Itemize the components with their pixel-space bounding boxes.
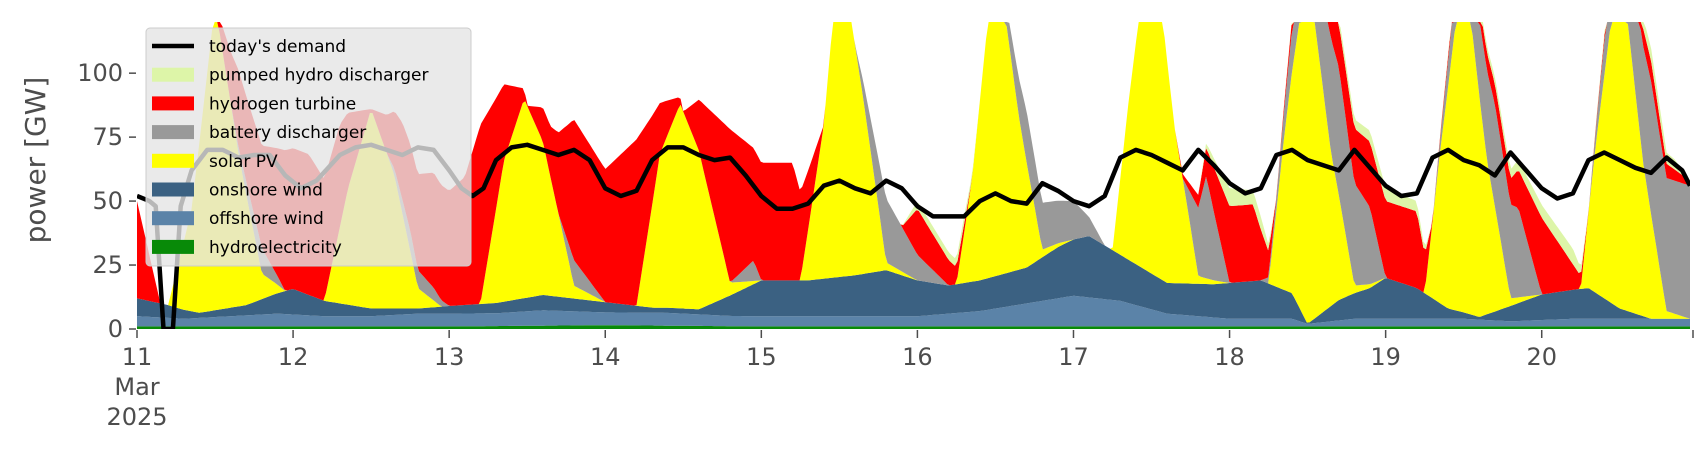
battery-discharger-area <box>137 22 1690 319</box>
offshore-wind-area <box>137 295 1690 327</box>
legend-swatch <box>152 182 194 197</box>
y-tick-label: 50 <box>92 187 123 215</box>
legend-label: hydroelectricity <box>209 238 342 258</box>
legend-swatch <box>152 211 194 226</box>
solar-pv-area <box>137 22 1690 323</box>
onshore-wind-area <box>137 236 1690 324</box>
y-tick-label: 75 <box>92 123 123 151</box>
x-tick-label: 13 <box>434 343 465 371</box>
hydrogen-turbine-area <box>137 22 1690 306</box>
legend-label: hydrogen turbine <box>209 94 356 114</box>
legend-label: today's demand <box>209 37 346 57</box>
y-tick-label: 25 <box>92 251 123 279</box>
x-tick-label: 17 <box>1058 343 1089 371</box>
legend-swatch <box>152 67 194 82</box>
y-axis: 0 25 50 75 100 <box>77 59 136 343</box>
legend-label: offshore wind <box>209 209 324 229</box>
x-tick-month-label: Mar <box>114 373 159 401</box>
x-tick-label: 16 <box>902 343 933 371</box>
legend-label: solar PV <box>209 152 278 172</box>
x-tick-label: 20 <box>1526 343 1557 371</box>
y-tick-label: 0 <box>108 315 123 343</box>
y-axis-title: power [GW] <box>19 77 52 244</box>
area-series-group <box>137 22 1690 329</box>
legend-swatch <box>152 239 194 254</box>
legend-swatch <box>152 96 194 111</box>
x-tick-year-label: 2025 <box>106 403 167 431</box>
x-tick-label: 12 <box>278 343 309 371</box>
x-tick-label: 14 <box>590 343 621 371</box>
y-tick-label: 100 <box>77 59 123 87</box>
x-tick-label: 18 <box>1214 343 1245 371</box>
x-tick-label: 19 <box>1370 343 1401 371</box>
legend-box <box>145 27 472 267</box>
legend-label: battery discharger <box>209 123 366 143</box>
legend-label: pumped hydro discharger <box>209 66 428 86</box>
x-tick-label: 11 <box>122 343 153 371</box>
legend-swatch <box>152 153 194 168</box>
legend-swatch <box>152 125 194 140</box>
x-tick-label: 15 <box>746 343 777 371</box>
legend: today's demand pumped hydro discharger hyd… <box>145 27 472 267</box>
hydroelectricity-area <box>137 325 1690 329</box>
legend-label: onshore wind <box>209 181 323 201</box>
